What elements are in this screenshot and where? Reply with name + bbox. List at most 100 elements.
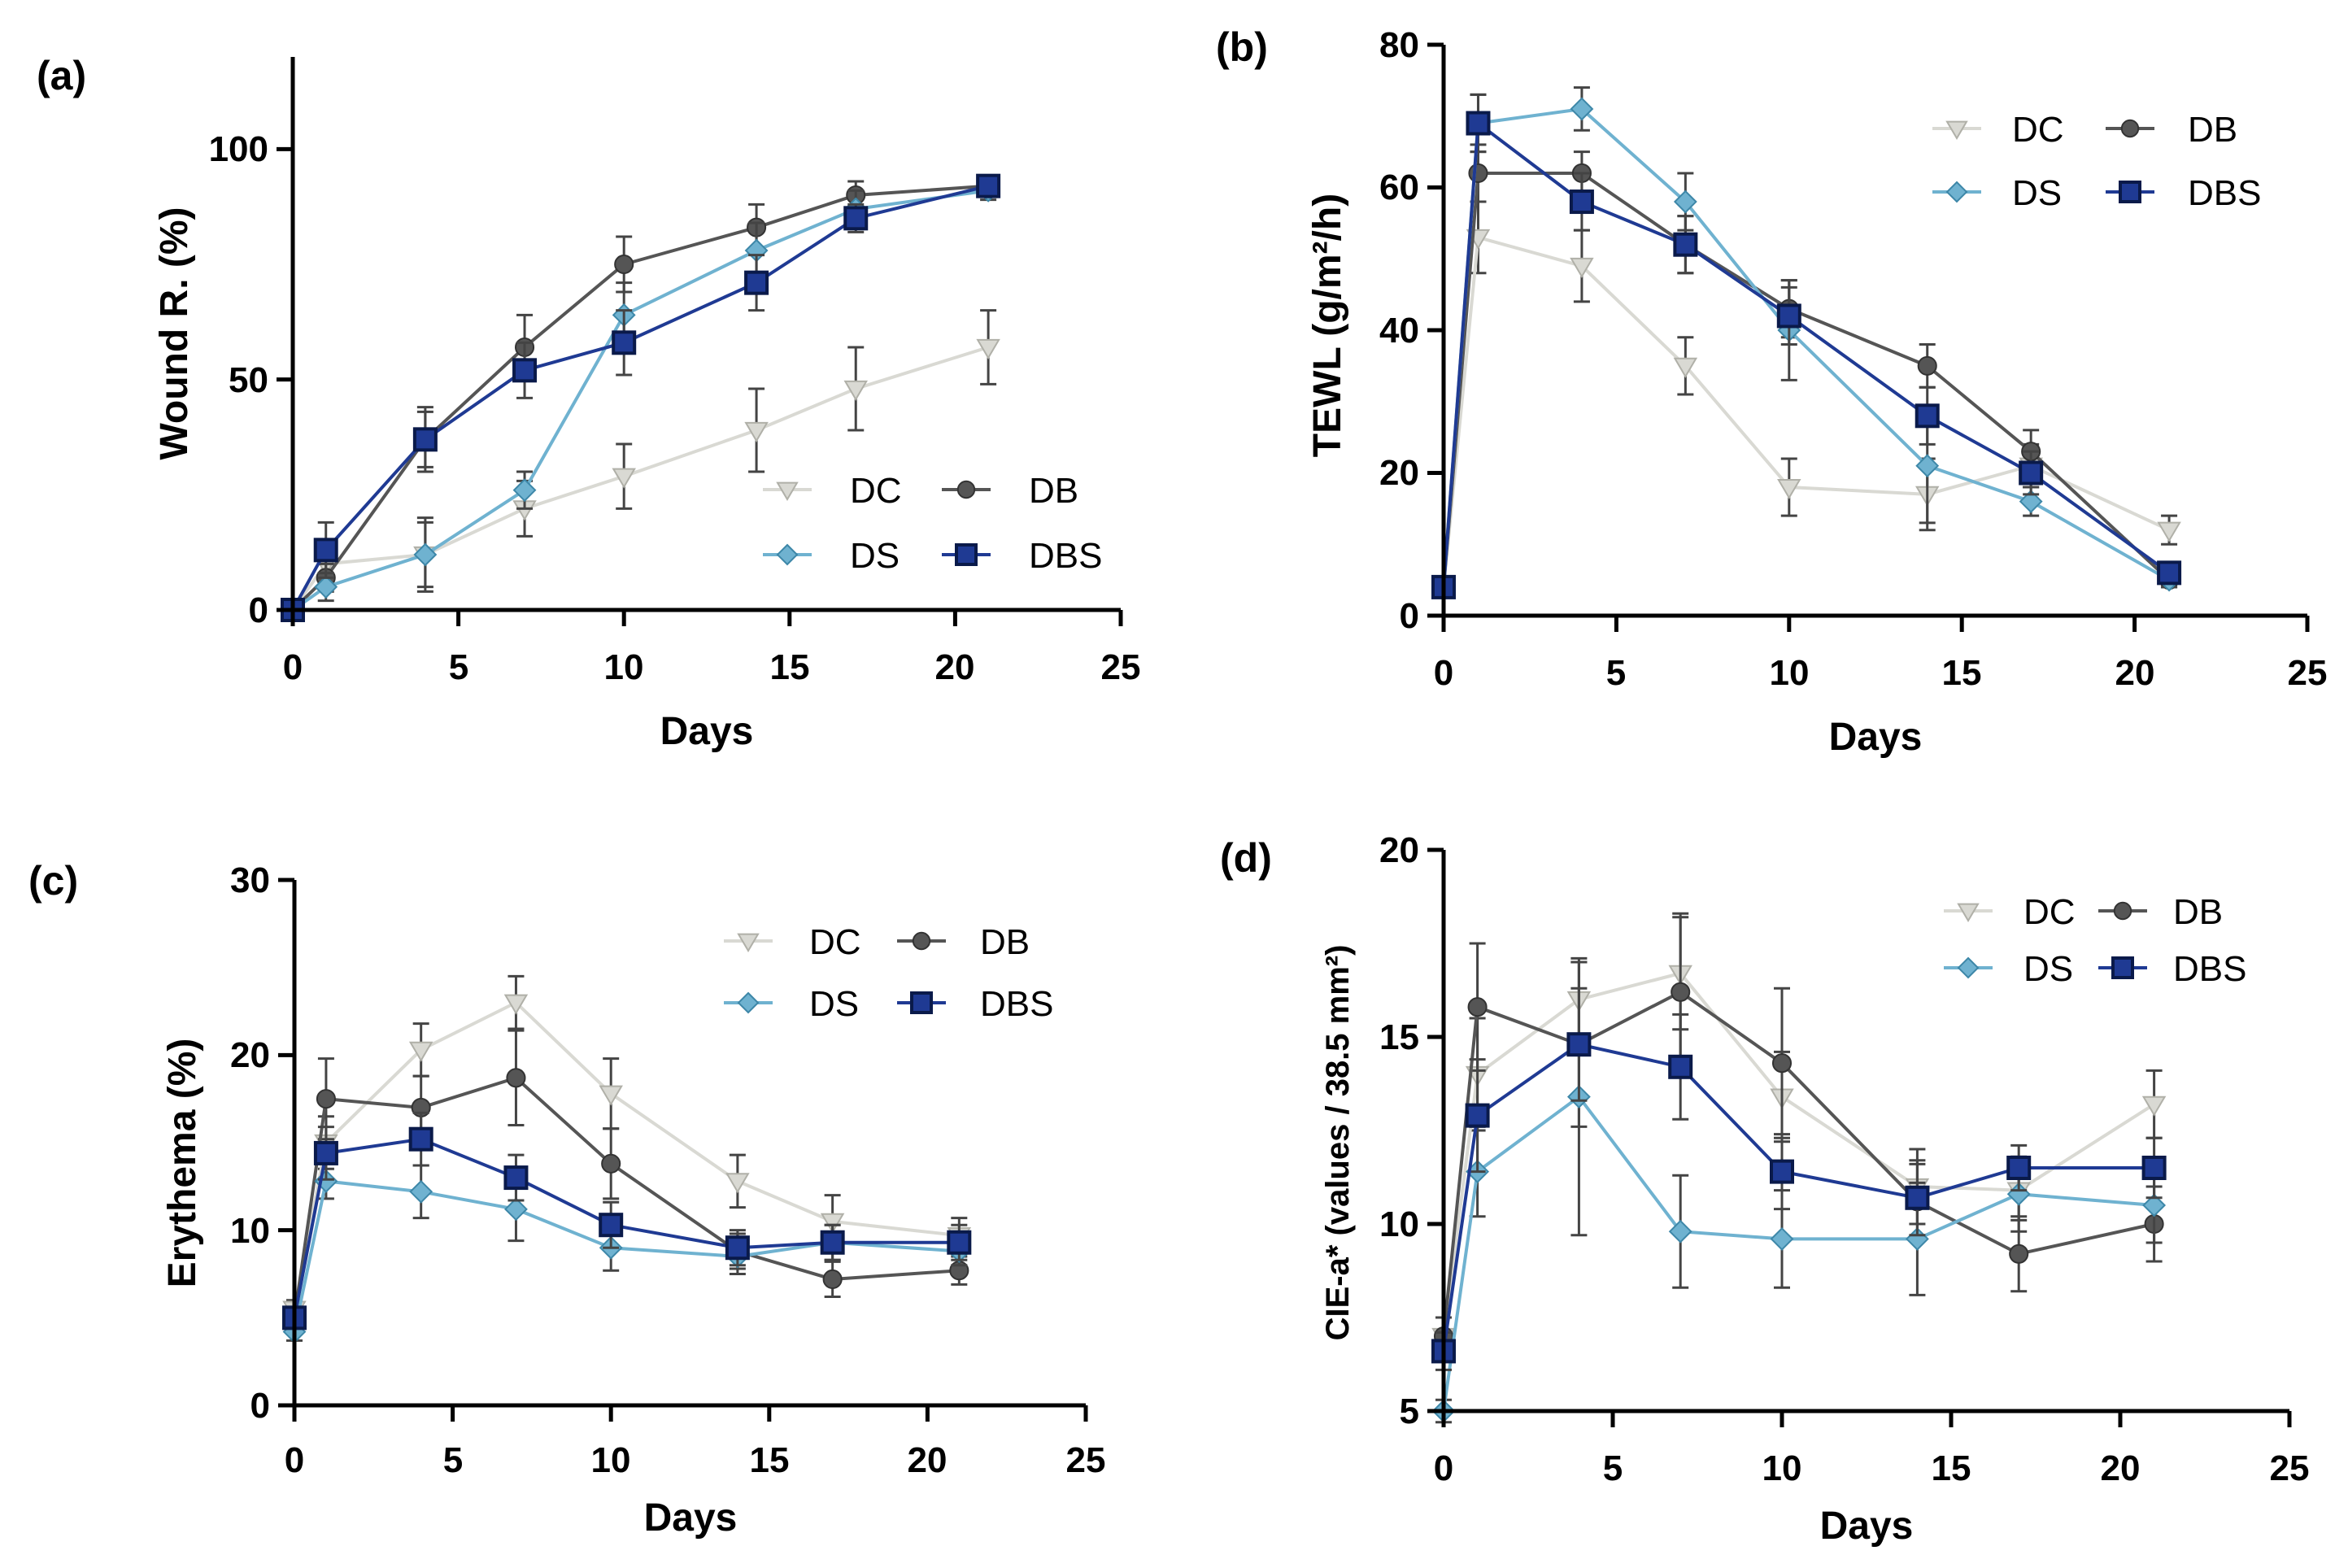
y-tick-label: 80 (1379, 25, 1419, 65)
y-tick-label: 60 (1379, 168, 1419, 207)
legend-swatch-ds (763, 543, 812, 566)
marker-diamond (314, 575, 338, 599)
marker-circle (1771, 1053, 1793, 1074)
x-ticks-d (1441, 1411, 2292, 1427)
series-line-dc (291, 346, 989, 612)
marker-square (947, 1230, 972, 1255)
x-tick-label: 25 (2288, 653, 2328, 693)
x-ticks-b (1441, 616, 2310, 632)
marker-circle (2113, 901, 2132, 921)
series-line-dbs (1442, 120, 2171, 588)
legend-swatch-db (942, 480, 991, 499)
marker-diamond (776, 543, 799, 566)
legend-swatch-dbs (2106, 181, 2154, 203)
marker-square (1465, 1103, 1490, 1128)
series-line-ds (1442, 1094, 2154, 1412)
y-tick-label: 30 (230, 860, 270, 900)
y-ticks-c (278, 878, 294, 1408)
x-tick-label: 15 (1932, 1448, 1971, 1488)
marker-diamond (413, 542, 438, 567)
legend-swatch-dbs (897, 991, 946, 1014)
marker-triangle (1957, 903, 1980, 922)
marker-square (599, 1213, 624, 1238)
y-tick-label: 50 (229, 360, 268, 400)
x-ticks-a (290, 610, 1123, 626)
marker-square (976, 173, 1001, 198)
marker-square (1770, 1159, 1794, 1184)
series-line-dc (293, 1000, 960, 1309)
panel-label-b: (b) (1216, 24, 1268, 70)
marker-circle (316, 1089, 336, 1109)
y-tick-label: 15 (1379, 1017, 1419, 1057)
x-tick-label: 10 (1770, 653, 1810, 693)
y-ticks-a (277, 146, 293, 612)
marker-square (408, 1126, 433, 1152)
series-line-ds (1442, 107, 2171, 588)
x-tick-label: 10 (591, 1440, 631, 1480)
x-tick-label: 0 (283, 647, 303, 687)
x-tick-label: 15 (770, 647, 810, 687)
plot-a-marks (281, 173, 1001, 622)
marker-square (1915, 403, 1940, 429)
marker-triangle (1777, 478, 1801, 500)
plot-d-marks (1431, 912, 2167, 1424)
marker-circle (956, 480, 976, 499)
series-line-ds (293, 1179, 960, 1332)
y-tick-label: 5 (1400, 1392, 1419, 1431)
legend-label-dc: DC (850, 471, 902, 511)
x-tick-label: 20 (2115, 653, 2155, 693)
marker-diamond (1770, 1226, 1794, 1251)
marker-triangle (776, 481, 799, 501)
x-tick-label: 5 (1606, 653, 1626, 693)
marker-circle (2009, 1244, 2029, 1264)
panel-label-c: (c) (28, 858, 78, 904)
marker-diamond (1915, 454, 1940, 478)
x-tick-label: 25 (1066, 1440, 1106, 1480)
marker-square (512, 358, 538, 383)
marker-circle (822, 1269, 843, 1290)
panel-d: (d) 0 5 10 15 20 25 5 10 15 20 Days CIE-… (1220, 830, 2309, 1548)
panel-a: (a) 0 5 10 15 20 25 0 50 100 Days Wound … (37, 53, 1140, 753)
marker-square (820, 1230, 845, 1255)
series-dbs (282, 1111, 972, 1331)
x-tick-label: 15 (750, 1440, 790, 1480)
marker-diamond (1570, 97, 1594, 121)
marker-triangle (1673, 357, 1698, 378)
legend-label-db: DB (1029, 471, 1078, 511)
y-axis-title-b: TEWL (g/m²/h) (1306, 194, 1349, 457)
x-tick-label: 0 (1434, 1448, 1453, 1488)
x-axis-title-d: Days (1820, 1505, 1914, 1548)
x-tick-label: 20 (2101, 1448, 2141, 1488)
marker-square (412, 427, 438, 452)
legend-label-ds: DS (2023, 949, 2073, 989)
legend-label-ds: DS (2012, 173, 2062, 213)
legend-c: DC DB DS DBS (724, 922, 1053, 1024)
x-tick-label: 5 (443, 1440, 463, 1480)
legend-swatch-db (2106, 119, 2154, 138)
y-tick-label: 0 (1400, 596, 1419, 636)
series-dbs (1431, 987, 2167, 1371)
y-axis-title-d: CIE-a* (values / 38.5 mm²) (1320, 945, 1356, 1341)
y-tick-label: 10 (1379, 1204, 1419, 1244)
marker-square (725, 1235, 750, 1261)
marker-triangle (1945, 120, 1968, 140)
x-tick-label: 25 (1101, 647, 1141, 687)
marker-diamond (2019, 490, 2043, 514)
marker-square (1905, 1185, 1930, 1210)
plot-b-marks (1431, 86, 2182, 599)
legend-label-dbs: DBS (2188, 173, 2261, 213)
series-dc (282, 974, 972, 1322)
series-ds (1431, 86, 2181, 599)
marker-square (2111, 956, 2134, 979)
legend-a: DC DB DS DBS (763, 471, 1102, 576)
legend-swatch-ds (1932, 181, 1981, 203)
legend-label-ds: DS (850, 536, 900, 576)
marker-circle (912, 931, 931, 951)
marker-square (744, 270, 769, 295)
marker-triangle (737, 933, 760, 952)
plot-c-marks (282, 974, 972, 1344)
marker-triangle (976, 338, 1000, 359)
y-tick-label: 100 (209, 129, 268, 169)
marker-triangle (599, 1085, 623, 1106)
